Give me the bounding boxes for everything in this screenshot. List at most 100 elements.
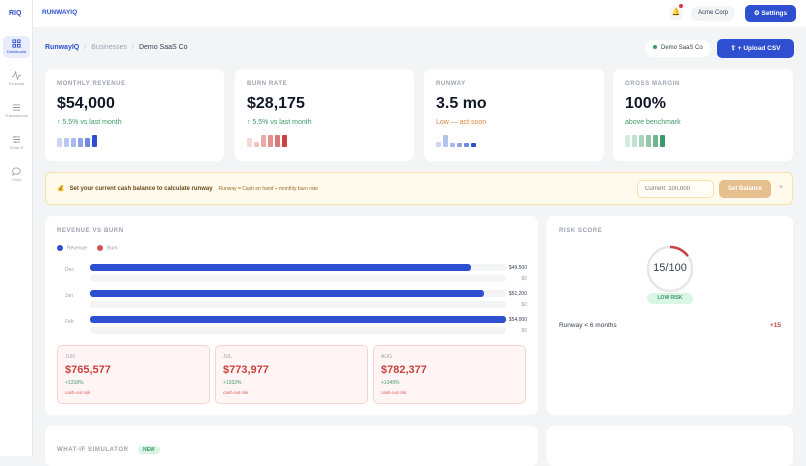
kpi-card: RUNWAY 3.5 mo Low — act soon xyxy=(424,69,604,161)
sidebar-item-forecast[interactable]: Forecast xyxy=(3,68,30,90)
revenue-bar xyxy=(90,264,472,271)
org-switcher[interactable]: Acme Corp xyxy=(691,6,736,21)
spark-bar xyxy=(57,138,62,147)
side-card xyxy=(547,426,793,466)
brand: RUNWAYIQ xyxy=(42,9,78,16)
sidebar-item-dashboard[interactable]: Dashboard xyxy=(3,36,30,58)
risk-score-card: RISK SCORE 15/100 LOW RISK Runway < 6 mo… xyxy=(547,216,793,415)
spark-bar xyxy=(660,135,665,147)
revenue-bar xyxy=(90,290,485,297)
chart-title: REVENUE VS BURN xyxy=(57,228,124,234)
spark-bar xyxy=(653,135,658,147)
chat-icon xyxy=(12,167,21,176)
kpi-value: $28,175 xyxy=(247,95,305,112)
kpi-delta: above benchmark xyxy=(625,119,681,126)
spark-bar xyxy=(268,135,273,147)
category-label: Jan xyxy=(65,293,74,299)
forecast-month: JUL xyxy=(223,354,232,360)
sidebar-item-transactions[interactable]: Transactions xyxy=(3,100,30,122)
forecast-amount: $773,977 xyxy=(223,364,269,376)
kpi-card: GROSS MARGIN 100% above benchmark xyxy=(613,69,793,161)
bell-icon: 🔔 xyxy=(671,9,681,16)
kpi-value: 3.5 mo xyxy=(436,95,487,112)
spark-bar xyxy=(450,143,455,147)
spark-bar xyxy=(71,138,76,147)
notifications-button[interactable]: 🔔 xyxy=(669,4,683,20)
forecast-risk: cash-out risk xyxy=(223,390,249,395)
forecast-month: JUN xyxy=(65,354,75,360)
chart-row: Dec $49,500 $0 xyxy=(57,263,527,289)
spark-bar xyxy=(625,135,630,147)
activity-icon xyxy=(12,71,21,80)
settings-button[interactable]: ⚙ Settings xyxy=(745,5,796,22)
forecast-card: JUN $765,577 +1318% cash-out risk xyxy=(57,345,210,404)
revenue-bar xyxy=(90,316,506,323)
kpi-delta: ↑ 5.5% vs last month xyxy=(57,119,122,126)
breadcrumb-businesses[interactable]: Businesses xyxy=(91,44,127,51)
risk-score: 15/100 xyxy=(653,262,687,274)
spark-bar xyxy=(464,143,469,147)
kpi-value: 100% xyxy=(625,95,666,112)
upload-csv-button[interactable]: ⇪ + Upload CSV xyxy=(717,39,794,58)
forecast-change: +1349% xyxy=(381,380,400,386)
spark-bar xyxy=(632,135,637,147)
spark-bar xyxy=(471,143,476,147)
breadcrumb-current: Demo SaaS Co xyxy=(138,44,188,51)
cash-balance-input[interactable] xyxy=(637,180,714,198)
logo: RIQ xyxy=(9,10,22,17)
risk-gauge xyxy=(646,245,694,293)
kpi-value: $54,000 xyxy=(57,95,115,112)
what-if-title: WHAT-IF SIMULATOR xyxy=(57,447,129,453)
sidebar-item-chat[interactable]: Chat xyxy=(3,164,30,186)
spark-bar xyxy=(436,142,441,147)
revenue-value: $54,000 xyxy=(508,317,527,323)
kpi-label: BURN RATE xyxy=(247,81,288,87)
forecast-card: AUG $782,377 +1349% cash-out risk xyxy=(373,345,526,404)
legend-revenue: Revenue xyxy=(57,245,87,251)
breadcrumb: RunwayIQ / Businesses / Demo SaaS Co xyxy=(45,44,188,51)
revenue-vs-burn-card: REVENUE VS BURN Revenue Burn Dec $49,500… xyxy=(45,216,538,415)
list-icon xyxy=(12,104,21,111)
kpi-label: GROSS MARGIN xyxy=(625,81,680,87)
category-label: Dec xyxy=(65,267,74,273)
kpi-card: BURN RATE $28,175 ↑ 5.5% vs last month xyxy=(235,69,414,161)
legend: Revenue Burn xyxy=(57,245,526,251)
spark-bar xyxy=(443,135,448,147)
revenue-value: $49,500 xyxy=(508,265,527,271)
sparkline xyxy=(436,134,592,147)
what-if-simulator-card: WHAT-IF SIMULATOR NEW xyxy=(45,426,538,466)
spark-bar xyxy=(457,143,462,147)
spark-bar xyxy=(78,138,83,147)
close-icon[interactable]: × xyxy=(779,184,784,191)
breadcrumb-root[interactable]: RunwayIQ xyxy=(45,44,80,51)
set-balance-button[interactable]: Set Balance xyxy=(719,180,771,198)
spark-bar xyxy=(85,138,90,147)
legend-burn: Burn xyxy=(97,245,118,251)
risk-factor-points: +15 xyxy=(769,322,781,329)
spark-bar xyxy=(254,142,259,147)
notification-dot xyxy=(679,4,683,8)
kpi-label: MONTHLY REVENUE xyxy=(57,81,126,87)
forecast-amount: $765,577 xyxy=(65,364,111,376)
sliders-icon xyxy=(12,135,21,144)
spark-bar xyxy=(92,135,97,147)
business-chip[interactable]: Demo SaaS Co xyxy=(645,40,711,57)
risk-title: RISK SCORE xyxy=(559,228,603,234)
risk-factor-label: Runway < 6 months xyxy=(559,322,617,329)
chart-row: Jan $51,200 $0 xyxy=(57,289,527,315)
burn-value: $0 xyxy=(521,302,527,308)
spark-bar xyxy=(247,138,252,147)
spark-bar xyxy=(639,135,644,147)
upload-icon: ⇪ xyxy=(730,45,738,52)
sparkline xyxy=(57,134,212,147)
new-badge: NEW xyxy=(137,446,160,454)
spark-bar xyxy=(275,135,280,147)
spark-bar xyxy=(282,135,287,147)
spark-bar xyxy=(261,135,266,147)
forecast-card: JUL $773,977 +1333% cash-out risk xyxy=(215,345,368,404)
sparkline xyxy=(625,134,781,147)
kpi-card: MONTHLY REVENUE $54,000 ↑ 5.5% vs last mon… xyxy=(45,69,224,161)
risk-badge: LOW RISK xyxy=(647,293,693,304)
burn-value: $0 xyxy=(521,328,527,334)
sidebar-item-what-if[interactable]: What-If xyxy=(3,132,30,154)
